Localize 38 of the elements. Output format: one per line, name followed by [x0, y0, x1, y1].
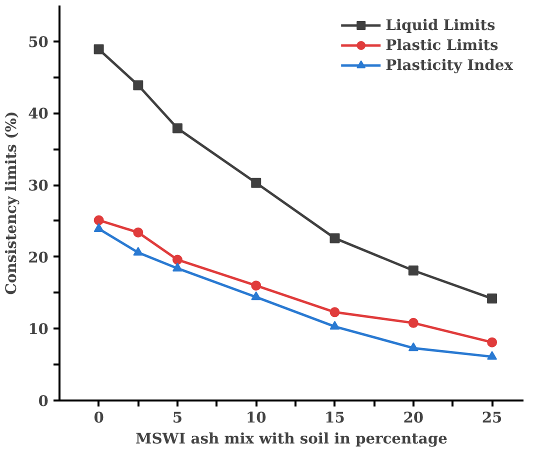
- x-tick-label: 5: [172, 410, 183, 426]
- y-tick-label: 10: [28, 321, 49, 338]
- point: [408, 266, 418, 276]
- point: [172, 262, 182, 272]
- point: [487, 350, 498, 360]
- x-tick-label: 0: [94, 410, 104, 426]
- point: [487, 294, 498, 304]
- point: [172, 123, 182, 134]
- point: [133, 227, 144, 238]
- point: [94, 44, 104, 54]
- x-tick-label: 25: [482, 410, 502, 426]
- x-tick-label: 10: [246, 410, 266, 426]
- point: [133, 246, 144, 256]
- y-tick-label: 20: [28, 249, 49, 266]
- x-axis-title: MSWI ash mix with soil in percentage: [136, 430, 448, 448]
- legend-label: Liquid Limits: [386, 16, 496, 34]
- point: [330, 320, 340, 330]
- point: [94, 223, 104, 232]
- x-tick-label: 15: [324, 410, 345, 426]
- y-tick-label: 50: [28, 34, 49, 51]
- legend-label: Plasticity Index: [386, 56, 513, 74]
- point: [94, 215, 104, 226]
- point: [330, 307, 340, 318]
- y-tick-label: 0: [38, 393, 49, 410]
- y-tick-label: 40: [28, 106, 49, 123]
- y-axis-title: Consistency limits (%): [3, 111, 20, 295]
- legend-label: Plastic Limits: [386, 36, 498, 54]
- point: [251, 280, 262, 291]
- y-tick-label: 30: [28, 178, 49, 195]
- point: [172, 254, 182, 265]
- point: [133, 80, 144, 90]
- x-tick-label: 20: [403, 410, 424, 426]
- point: [330, 233, 340, 244]
- point: [408, 318, 418, 328]
- point: [408, 342, 418, 352]
- point: [251, 291, 262, 300]
- point: [487, 337, 498, 348]
- point: [251, 178, 262, 188]
